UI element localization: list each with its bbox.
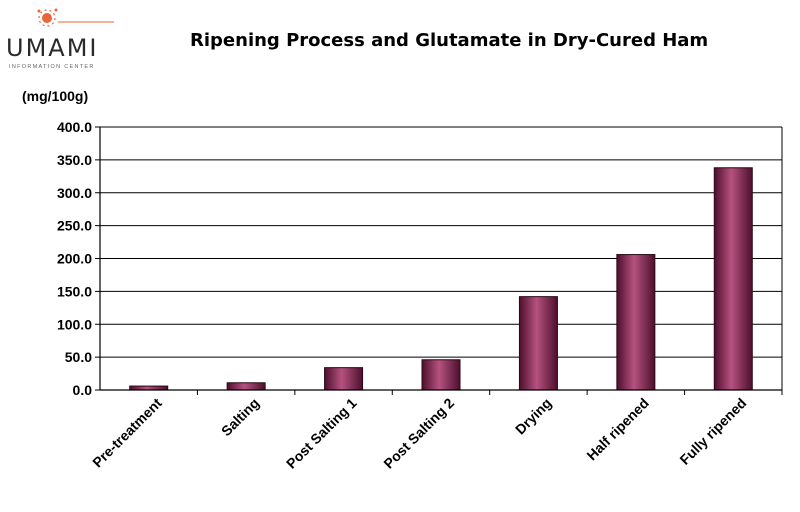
bar xyxy=(421,359,461,391)
y-axis-ticks: 0.0 50.0 100.0 150.0 200.0 250.0 300.0 350.0 400… xyxy=(57,119,100,398)
y-tick-label: 50.0 xyxy=(65,349,92,365)
y-tick-label: 100.0 xyxy=(57,316,92,332)
y-tick-label: 0.0 xyxy=(73,382,93,398)
x-tick-label: Half ripened xyxy=(583,395,652,464)
logo-wordmark: UMAMI xyxy=(6,34,99,62)
bar xyxy=(616,254,656,391)
bar xyxy=(324,367,364,391)
x-tick-label: Salting xyxy=(218,395,262,439)
axes xyxy=(99,127,783,391)
x-tick-label: Fully ripened xyxy=(676,395,749,468)
bar xyxy=(226,382,266,391)
logo-dots-icon xyxy=(37,8,114,27)
umami-logo: UMAMI INFORMATION CENTER xyxy=(6,4,118,76)
y-tick-label: 300.0 xyxy=(57,185,92,201)
y-tick-label: 250.0 xyxy=(57,218,92,234)
y-tick-label: 200.0 xyxy=(57,251,92,267)
chart-title: Ripening Process and Glutamate in Dry-Cu… xyxy=(190,30,709,51)
gridlines xyxy=(100,126,782,391)
x-tick-label: Post Salting 1 xyxy=(283,395,360,472)
x-tick-label: Pre-treatment xyxy=(89,395,165,471)
bars xyxy=(129,167,753,391)
bar xyxy=(518,296,558,391)
y-tick-label: 150.0 xyxy=(57,283,92,299)
x-axis-ticks: Pre-treatment Salting Post Salting 1 Post S… xyxy=(89,390,783,472)
x-tick-label: Drying xyxy=(512,395,555,438)
y-axis-label: (mg/100g) xyxy=(22,88,89,104)
x-tick-label: Post Salting 2 xyxy=(380,395,457,472)
y-tick-label: 350.0 xyxy=(57,152,92,168)
bar xyxy=(713,167,753,391)
y-tick-label: 400.0 xyxy=(57,119,92,135)
logo-subtitle: INFORMATION CENTER xyxy=(9,64,95,70)
